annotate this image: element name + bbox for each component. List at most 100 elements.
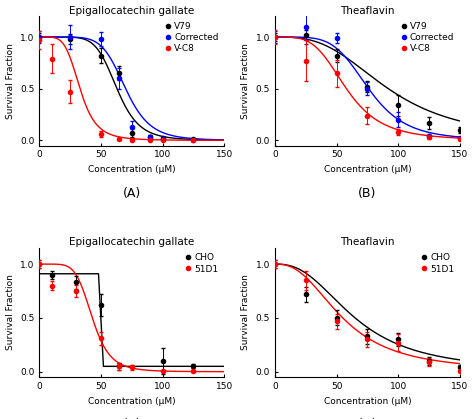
51D1 (73, 288, 79, 293)
V79 (303, 32, 309, 37)
Legend: CHO, 51D1: CHO, 51D1 (419, 252, 456, 274)
V-C8 (191, 137, 196, 142)
V-C8 (117, 137, 122, 142)
V79 (457, 127, 463, 132)
Line: V79: V79 (37, 35, 195, 141)
CHO (334, 316, 339, 321)
51D1 (426, 360, 432, 365)
V79 (147, 135, 153, 140)
CHO (191, 364, 196, 369)
V79 (395, 103, 401, 108)
CHO (395, 337, 401, 342)
Line: CHO: CHO (37, 262, 195, 368)
Corrected (191, 137, 196, 142)
Title: Theaflavin: Theaflavin (340, 237, 395, 247)
X-axis label: Concentration (μM): Concentration (μM) (88, 396, 175, 406)
V79 (426, 120, 432, 125)
51D1 (457, 368, 463, 373)
V79 (67, 36, 73, 41)
Corrected (98, 36, 104, 41)
V79 (365, 84, 370, 89)
Corrected (365, 86, 370, 91)
Corrected (129, 124, 135, 129)
V-C8 (49, 56, 55, 61)
51D1 (160, 368, 165, 373)
51D1 (272, 261, 278, 266)
51D1 (191, 369, 196, 374)
X-axis label: Concentration (μM): Concentration (μM) (324, 165, 411, 174)
Corrected (160, 137, 165, 142)
X-axis label: Concentration (μM): Concentration (μM) (88, 165, 175, 174)
Legend: CHO, 51D1: CHO, 51D1 (184, 252, 219, 274)
Y-axis label: Survival Fraction: Survival Fraction (6, 43, 15, 119)
Corrected (303, 24, 309, 29)
51D1 (117, 364, 122, 369)
51D1 (303, 278, 309, 283)
V-C8 (36, 38, 42, 43)
Corrected (147, 135, 153, 140)
Line: Corrected: Corrected (37, 35, 195, 142)
51D1 (334, 318, 339, 323)
Legend: V79, Corrected, V-C8: V79, Corrected, V-C8 (164, 21, 219, 54)
V-C8 (334, 71, 339, 76)
CHO (117, 364, 122, 369)
Corrected (67, 34, 73, 39)
Line: V79: V79 (273, 33, 462, 132)
Text: (B): (B) (358, 187, 376, 200)
Corrected (395, 117, 401, 122)
Line: V-C8: V-C8 (273, 35, 462, 141)
Title: Epigallocatechin gallate: Epigallocatechin gallate (69, 237, 194, 247)
Legend: V79, Corrected, V-C8: V79, Corrected, V-C8 (399, 21, 456, 54)
V79 (98, 53, 104, 58)
51D1 (36, 261, 42, 266)
51D1 (129, 365, 135, 370)
Line: V-C8: V-C8 (37, 38, 195, 142)
X-axis label: Concentration (μM): Concentration (μM) (324, 396, 411, 406)
Line: CHO: CHO (273, 262, 462, 370)
CHO (272, 261, 278, 266)
CHO (36, 261, 42, 266)
V79 (129, 131, 135, 136)
Title: Epigallocatechin gallate: Epigallocatechin gallate (69, 5, 194, 16)
V-C8 (303, 58, 309, 63)
V79 (36, 34, 42, 39)
V-C8 (272, 34, 278, 39)
V-C8 (98, 132, 104, 137)
Corrected (117, 76, 122, 81)
V-C8 (67, 89, 73, 94)
V79 (334, 53, 339, 58)
CHO (457, 365, 463, 370)
V79 (160, 136, 165, 141)
Corrected (334, 36, 339, 41)
51D1 (98, 336, 104, 341)
Line: Corrected: Corrected (273, 25, 462, 140)
Corrected (272, 34, 278, 39)
V79 (117, 71, 122, 76)
V-C8 (160, 137, 165, 142)
Line: 51D1: 51D1 (37, 262, 195, 373)
Line: 51D1: 51D1 (273, 262, 462, 373)
Title: Theaflavin: Theaflavin (340, 5, 395, 16)
CHO (303, 292, 309, 297)
51D1 (395, 340, 401, 345)
V-C8 (457, 137, 463, 142)
Text: (A): (A) (123, 187, 141, 200)
Corrected (457, 136, 463, 141)
Corrected (426, 134, 432, 139)
V-C8 (147, 137, 153, 142)
V-C8 (395, 129, 401, 134)
CHO (426, 358, 432, 363)
Corrected (36, 34, 42, 39)
V-C8 (365, 113, 370, 118)
CHO (98, 303, 104, 308)
CHO (365, 334, 370, 339)
CHO (73, 280, 79, 285)
Y-axis label: Survival Fraction: Survival Fraction (241, 43, 250, 119)
51D1 (49, 283, 55, 288)
51D1 (365, 337, 370, 342)
V79 (272, 34, 278, 39)
CHO (160, 358, 165, 363)
CHO (49, 272, 55, 277)
Y-axis label: Survival Fraction: Survival Fraction (6, 274, 15, 350)
V79 (191, 137, 196, 142)
